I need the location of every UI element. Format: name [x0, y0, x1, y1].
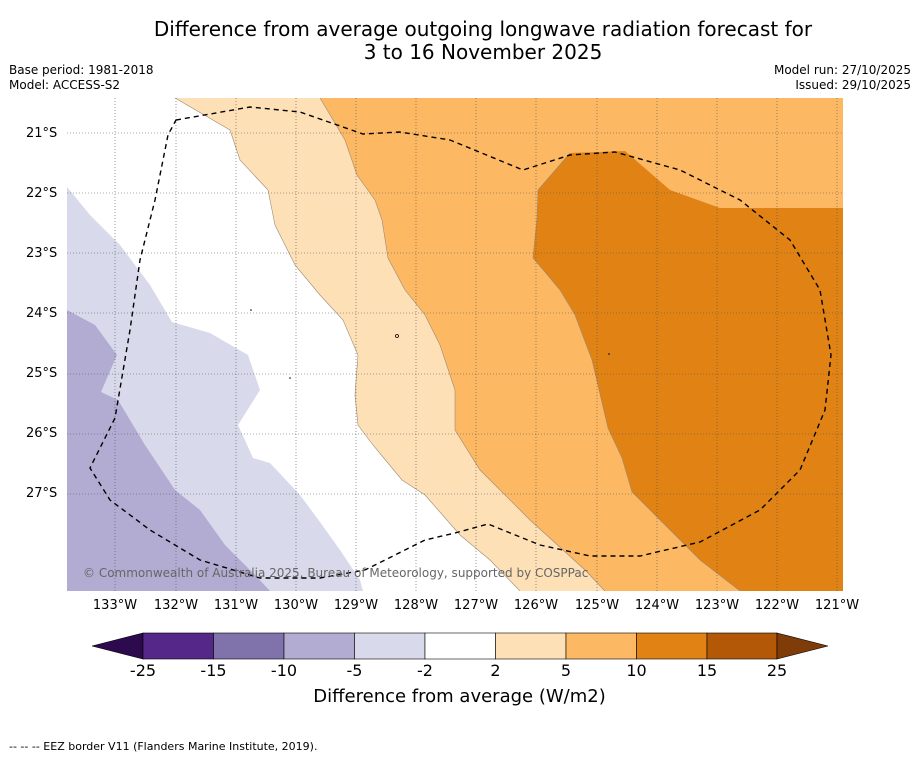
island-marker: [395, 334, 399, 338]
colorbar-segment: [354, 632, 426, 660]
map-area: [67, 98, 843, 591]
zone-plus-10: [533, 151, 843, 591]
meta-right: Model run: 27/10/2025 Issued: 29/10/2025: [774, 63, 911, 93]
colorbar-segment: [495, 632, 567, 660]
lon-label: 132°W: [153, 598, 199, 613]
lat-label: 26°S: [26, 426, 58, 441]
lat-label: 27°S: [26, 486, 58, 501]
island-marker: [250, 309, 252, 311]
lat-label: 24°S: [26, 306, 58, 321]
colorbar: [91, 632, 829, 660]
colorbar-segment: [636, 632, 708, 660]
lon-label: 129°W: [333, 598, 379, 613]
model-name: Model: ACCESS-S2: [9, 78, 121, 92]
lat-label: 21°S: [26, 126, 58, 141]
footer-note: -- -- -- EEZ border V11 (Flanders Marine…: [9, 740, 318, 753]
colorbar-tick: 2: [490, 661, 501, 680]
colorbar-title: Difference from average (W/m2): [313, 686, 606, 707]
lon-label: 127°W: [453, 598, 499, 613]
colorbar-segment: [213, 632, 285, 660]
colorbar-tick: 15: [696, 661, 718, 680]
title-line-2: 3 to 16 November 2025: [363, 40, 603, 64]
model-run: Model run: 27/10/2025: [773, 63, 911, 77]
colorbar-tick: -25: [129, 661, 157, 680]
lat-label: 22°S: [26, 186, 58, 201]
colorbar-tick: 10: [626, 661, 647, 680]
lat-label: 25°S: [26, 366, 58, 381]
colorbar-segment: [706, 632, 778, 660]
colorbar-segment: [424, 632, 496, 660]
colorbar-tick: 25: [766, 661, 788, 680]
colorbar-tick: 5: [560, 661, 572, 680]
colorbar-segment: [565, 632, 637, 660]
colorbar-segment: [283, 632, 355, 660]
colorbar-tick: -15: [200, 661, 227, 680]
lon-label: 133°W: [92, 598, 138, 613]
eez-border: [89, 106, 832, 579]
lon-label: 124°W: [634, 598, 680, 613]
colorbar-tick: -2: [417, 661, 433, 680]
colorbar-segment: [142, 632, 214, 660]
chart-title: Difference from average outgoing longwav…: [0, 18, 919, 64]
colorbar-tick: -10: [270, 661, 298, 680]
lon-label: 123°W: [694, 598, 740, 613]
lon-label: 126°W: [513, 598, 559, 613]
lon-label: 125°W: [574, 598, 620, 613]
base-period: Base period: 1981-2018: [9, 63, 154, 77]
island-marker: [608, 353, 610, 355]
lon-label: 130°W: [273, 598, 319, 613]
island-marker: [289, 377, 291, 379]
lon-label: 128°W: [393, 598, 439, 613]
colorbar-extend-high: [776, 632, 829, 660]
issued-date: Issued: 29/10/2025: [795, 78, 911, 92]
lon-label: 131°W: [213, 598, 259, 613]
lon-label: 122°W: [754, 598, 800, 613]
gridlines: [67, 98, 843, 591]
copyright-text: © Commonwealth of Australia 2025, Bureau…: [83, 566, 588, 580]
zone-minus-10: [67, 310, 270, 591]
lon-label: 121°W: [814, 598, 860, 613]
colorbar-extend-low: [91, 632, 144, 660]
colorbar-tick: -5: [346, 661, 363, 680]
title-line-1: Difference from average outgoing longwav…: [153, 17, 813, 41]
lat-label: 23°S: [26, 246, 58, 261]
contour-lines: [174, 98, 741, 591]
meta-left: Base period: 1981-2018 Model: ACCESS-S2: [9, 63, 154, 93]
